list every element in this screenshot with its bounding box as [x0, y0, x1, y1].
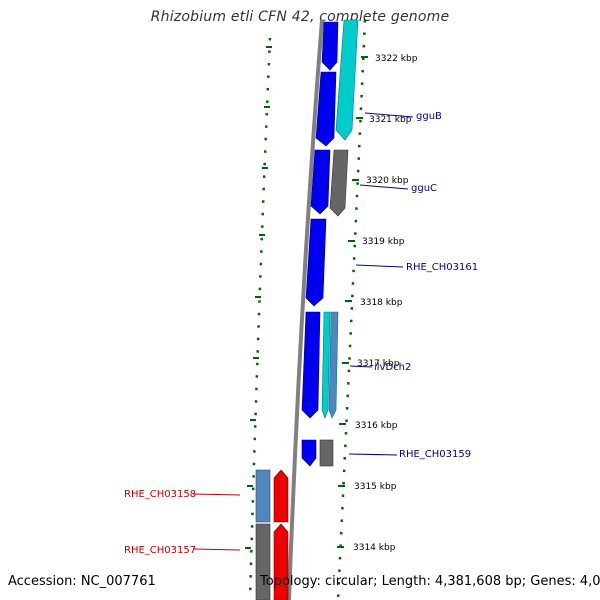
cds-feature	[321, 21, 339, 71]
tick-label: 3319 kbp	[362, 237, 405, 247]
tick-label: 3320 kbp	[366, 176, 409, 186]
cds-feature	[315, 71, 337, 147]
gene-label-gguc[interactable]: gguC	[411, 183, 437, 194]
gene-feature	[328, 311, 339, 419]
scale-tick-labels: 3322 kbp 3321 kbp 3320 kbp 3319 kbp 3318…	[353, 54, 418, 553]
gene-label-rhe-ch03157[interactable]: RHE_CH03157	[124, 545, 196, 556]
forward-gene-features	[321, 19, 359, 419]
reverse-cds-feature	[273, 523, 289, 600]
cds-feature	[301, 311, 321, 419]
tick-label: 3322 kbp	[375, 54, 418, 64]
tick-label: 3321 kbp	[369, 115, 412, 125]
left-ring-dashes	[245, 46, 272, 549]
tick-label: 3318 kbp	[360, 298, 403, 308]
gene-label-rhe-ch03161[interactable]: RHE_CH03161	[406, 262, 478, 273]
gene-label-ilvdch2[interactable]: ilvDch2	[374, 362, 411, 373]
other-feature	[319, 439, 334, 467]
reverse-other-feature	[255, 523, 271, 600]
cds-feature	[310, 149, 331, 215]
label-leader-lines	[192, 112, 414, 551]
accession-text: Accession: NC_007761	[8, 574, 156, 589]
other-feature	[329, 149, 349, 217]
gene-labels: gguB gguC RHE_CH03161 ilvDch2 RHE_CH0315…	[124, 111, 478, 556]
tick-label: 3315 kbp	[354, 482, 397, 492]
reverse-cds-feature	[273, 469, 289, 523]
reverse-features	[255, 469, 289, 600]
gene-feature	[335, 19, 359, 141]
backbone-arc	[287, 19, 324, 600]
reverse-gene-feature	[255, 469, 271, 523]
gene-feature	[321, 311, 331, 419]
cds-feature	[301, 439, 317, 467]
cds-feature	[305, 218, 327, 307]
map-title: Rhizobium etli CFN 42, complete genome	[150, 9, 450, 25]
gene-label-ggub[interactable]: gguB	[416, 111, 442, 122]
tick-label: 3316 kbp	[355, 421, 398, 431]
genome-summary-text: Topology: circular; Length: 4,381,608 bp…	[260, 574, 600, 589]
scale-tick-marks	[337, 56, 368, 548]
gene-label-rhe-ch03159[interactable]: RHE_CH03159	[399, 449, 471, 460]
tick-label: 3314 kbp	[353, 543, 396, 553]
forward-other-features	[319, 149, 349, 467]
forward-cds-features	[301, 21, 339, 467]
tick-label: 3317 kbp	[357, 359, 400, 369]
outer-dotted-ring-left	[248, 37, 272, 600]
gene-label-rhe-ch03158[interactable]: RHE_CH03158	[124, 489, 196, 500]
